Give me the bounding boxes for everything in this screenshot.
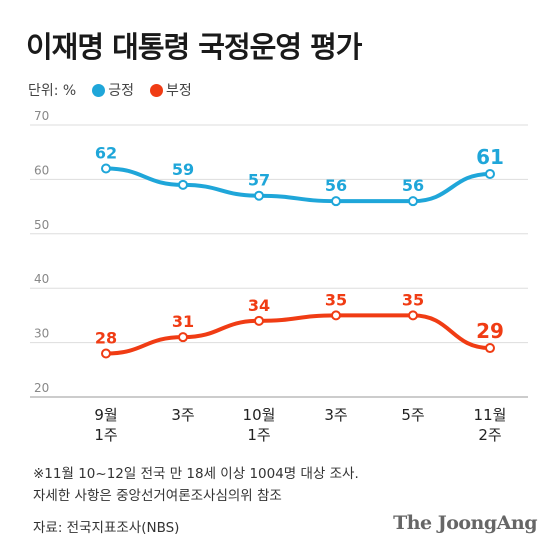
data-label: 57 — [248, 171, 270, 190]
chart-title: 이재명 대통령 국정운영 평가 — [26, 30, 362, 64]
data-point — [101, 348, 111, 359]
data-point — [254, 190, 264, 201]
data-point — [408, 310, 418, 321]
line-chart: 20 30 40 50 60 70 9월 1주 3주 10월 1주 3주 5주 11월 2주 62 59 57 56… — [30, 109, 528, 444]
data-point — [485, 343, 495, 354]
data-point — [101, 163, 111, 174]
y-tick-label: 50 — [34, 218, 49, 232]
source-text: 자료: 전국지표조사(NBS) — [33, 520, 180, 536]
footnote-line-1: ※11월 10~12일 전국 만 18세 이상 1004명 대상 조사. — [33, 466, 359, 482]
x-tick-label: 11월 2주 — [474, 406, 507, 444]
y-tick-label: 70 — [34, 109, 49, 123]
legend-label-negative: 부정 — [166, 83, 192, 99]
data-point — [178, 332, 188, 343]
y-tick-label: 40 — [34, 272, 49, 286]
data-point — [485, 168, 495, 179]
legend-item-negative: 부정 — [150, 80, 192, 100]
data-label: 61 — [476, 145, 504, 169]
y-tick-label: 60 — [34, 163, 49, 177]
x-tick-label: 9월 1주 — [94, 406, 117, 444]
data-label: 34 — [248, 296, 270, 315]
footnote: ※11월 10~12일 전국 만 18세 이상 1004명 대상 조사. 자세한… — [33, 463, 359, 507]
data-point — [331, 196, 341, 207]
data-label: 28 — [95, 328, 117, 347]
data-label: 35 — [325, 290, 347, 309]
legend: 단위: % 긍정 부정 — [28, 80, 192, 100]
x-tick-label: 3주 — [171, 406, 194, 424]
data-label: 62 — [95, 144, 117, 163]
data-point — [408, 196, 418, 207]
x-tick-label: 3주 — [324, 406, 347, 424]
brand-logo: The JoongAng — [393, 512, 537, 534]
unit-label: 단위: % — [28, 83, 77, 99]
legend-label-positive: 긍정 — [108, 83, 134, 99]
data-point — [178, 179, 188, 190]
data-label: 35 — [402, 290, 424, 309]
y-tick-label: 30 — [34, 327, 49, 341]
x-tick-label: 10월 1주 — [243, 406, 276, 444]
data-label: 56 — [325, 176, 347, 195]
positive-swatch-icon — [92, 83, 106, 97]
data-label: 59 — [172, 160, 194, 179]
footnote-line-2: 자세한 사항은 중앙선거여론조사심의위 참조 — [33, 488, 282, 504]
data-point — [331, 310, 341, 321]
series-line-negative — [104, 313, 492, 356]
data-label: 31 — [172, 312, 194, 331]
y-tick-label: 20 — [34, 381, 49, 395]
x-tick-label: 5주 — [401, 406, 424, 424]
legend-item-positive: 긍정 — [92, 80, 134, 100]
data-label: 56 — [402, 176, 424, 195]
negative-swatch-icon — [150, 83, 163, 97]
data-label: 29 — [476, 319, 504, 343]
data-point — [254, 315, 264, 326]
series-line-positive — [104, 166, 492, 204]
